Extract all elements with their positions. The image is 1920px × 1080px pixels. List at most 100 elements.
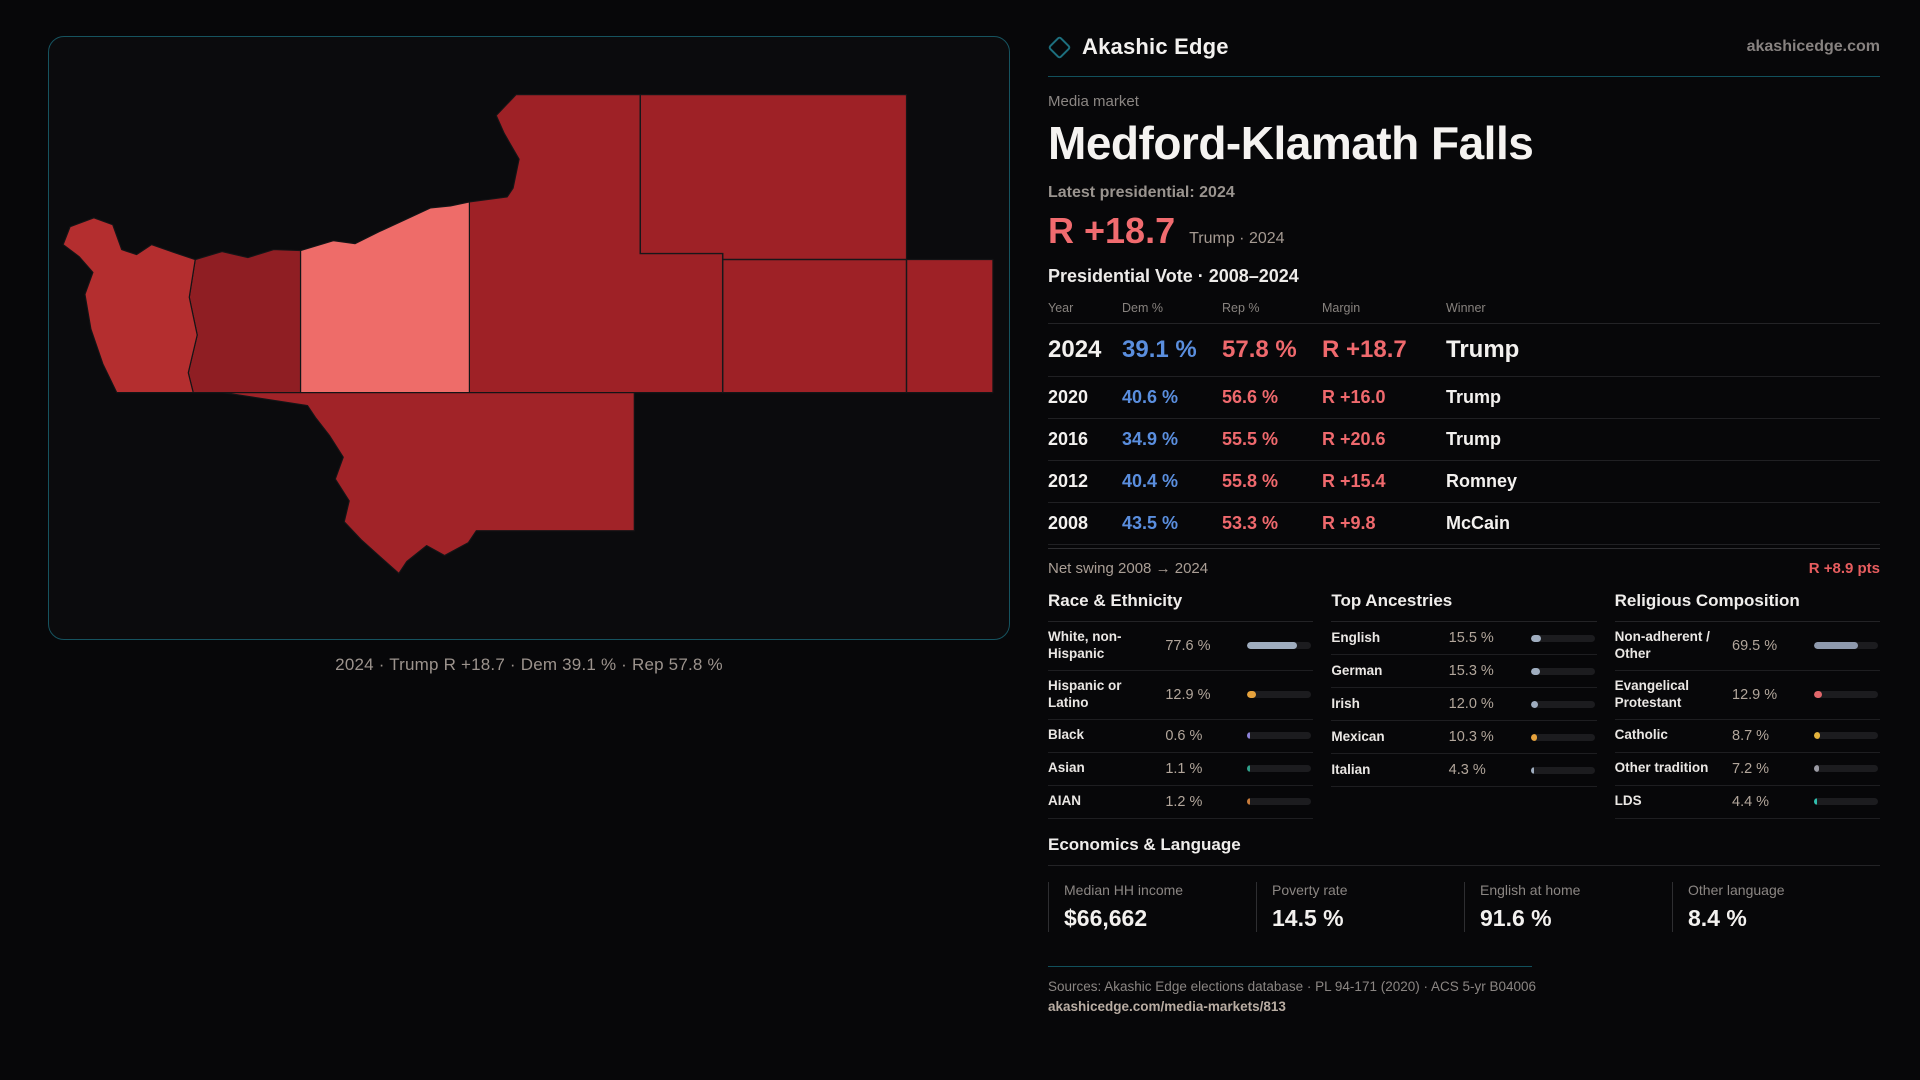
stat-bar-fill: [1247, 642, 1297, 650]
cell-year: 2008: [1048, 513, 1089, 533]
cell-margin: R +15.4: [1322, 471, 1386, 491]
cell-dem-pct: 40.4 %: [1122, 471, 1179, 491]
demographics-section: Race & Ethnicity White, non-Hispanic 77.6…: [1048, 591, 1880, 819]
stat-bar: [1530, 667, 1595, 675]
top-ancestries-column: Top Ancestries English 15.5 % German 15.3 %…: [1331, 591, 1597, 819]
demographic-label: White, non-Hispanic: [1048, 629, 1122, 661]
stat-bar: [1814, 765, 1878, 772]
stat-label: Poverty rate: [1272, 881, 1348, 898]
col-header-winner: Winner: [1446, 301, 1486, 315]
footer-divider: [1048, 965, 1532, 967]
stat-bar-fill: [1814, 732, 1820, 739]
demographic-label: LDS: [1614, 793, 1642, 809]
demographic-value: 4.3 %: [1448, 762, 1486, 778]
stat-value: $66,662: [1064, 904, 1148, 931]
demographic-label: Irish: [1331, 695, 1360, 711]
stat-bar: [1530, 700, 1595, 708]
demographic-row: Evangelical Protestant 12.9 %: [1614, 671, 1880, 720]
county-shape-coastal[interactable]: [62, 217, 198, 394]
table-row: 2008 43.5 % 53.3 % R +9.8 McCain: [1048, 503, 1880, 545]
map-caption: 2024 · Trump R +18.7 · Dem 39.1 % · Rep …: [335, 655, 723, 674]
economics-title: Economics & Language: [1048, 835, 1880, 866]
cell-year: 2016: [1048, 429, 1089, 449]
permalink[interactable]: akashicedge.com/media-markets/813: [1048, 998, 1286, 1014]
cell-rep-pct: 53.3 %: [1222, 513, 1279, 533]
table-title: Presidential Vote · 2008–2024: [1048, 266, 1299, 286]
stat-label: English at home: [1480, 881, 1581, 898]
cell-year: 2024: [1048, 336, 1102, 363]
stat-value: 8.4 %: [1688, 904, 1747, 931]
table-row: 2012 40.4 % 55.8 % R +15.4 Romney: [1048, 461, 1880, 503]
county-shape-south[interactable]: [222, 392, 635, 575]
demographic-value: 1.1 %: [1165, 760, 1203, 777]
demographic-row: German 15.3 %: [1331, 655, 1597, 688]
stat-bar: [1814, 798, 1878, 805]
col-header-year: Year: [1048, 301, 1074, 315]
county-borders: [639, 94, 908, 393]
demographic-value: 4.4 %: [1732, 793, 1770, 810]
stat-bar-fill: [1814, 765, 1819, 772]
headline-margin-value: R +18.7: [1048, 210, 1176, 251]
headline-margin-context: Trump · 2024: [1189, 230, 1285, 247]
stat-bar: [1247, 642, 1312, 650]
demographic-value: 10.3 %: [1448, 729, 1494, 745]
demographic-value: 12.0 %: [1448, 696, 1494, 712]
stat-bar-fill: [1247, 798, 1251, 805]
stat-bar-fill: [1814, 691, 1823, 699]
stat-bar: [1530, 634, 1595, 642]
demographic-row: LDS 4.4 %: [1614, 786, 1880, 819]
demographic-label: Other tradition: [1614, 760, 1709, 776]
county-shape-north[interactable]: [468, 94, 994, 394]
stat-bar: [1814, 642, 1878, 650]
page-title: Medford-Klamath Falls: [1048, 117, 1534, 169]
county-shape-west-inner[interactable]: [187, 248, 302, 394]
demographic-label: Evangelical Protestant: [1614, 677, 1689, 710]
stat-bar: [1247, 732, 1312, 739]
demographic-label: Catholic: [1614, 727, 1668, 743]
demographic-row: Mexican 10.3 %: [1331, 721, 1597, 754]
col-header-rep: Rep %: [1222, 301, 1260, 315]
stat-bar-fill: [1814, 798, 1817, 805]
demographic-label: Asian: [1048, 760, 1085, 776]
demographic-label: AIAN: [1048, 793, 1081, 809]
latest-presidential-label: Latest presidential: 2024: [1048, 184, 1235, 201]
demographic-value: 12.9 %: [1165, 686, 1211, 703]
stat-label: Other language: [1688, 881, 1785, 898]
stat-bar-fill: [1247, 732, 1251, 739]
demographic-label: German: [1331, 662, 1383, 678]
demographic-value: 12.9 %: [1732, 686, 1778, 703]
report-footer: Sources: Akashic Edge elections database…: [1048, 965, 1880, 1014]
demographic-value: 77.6 %: [1165, 637, 1211, 654]
cell-winner: Trump: [1446, 387, 1502, 407]
demographic-value: 69.5 %: [1732, 637, 1778, 654]
stat-value: 14.5 %: [1272, 904, 1344, 931]
cell-winner: Trump: [1446, 429, 1502, 449]
col-header-dem: Dem %: [1122, 301, 1163, 315]
stat-bar: [1814, 691, 1878, 699]
market-report: Akashic Edge akashicedge.com Media marke…: [1047, 34, 1880, 1014]
demographic-label: Mexican: [1331, 728, 1385, 744]
cell-margin: R +16.0: [1322, 387, 1386, 407]
economic-stat: Median HH income $66,662: [1048, 881, 1256, 932]
brand-diamond-icon: [1047, 34, 1072, 60]
demographic-value: 15.5 %: [1448, 630, 1494, 646]
stat-bar: [1530, 733, 1595, 741]
race-ethnicity-title: Race & Ethnicity: [1048, 591, 1314, 622]
demographic-row: English 15.5 %: [1331, 622, 1597, 655]
cell-rep-pct: 55.8 %: [1222, 471, 1279, 491]
stat-value: 91.6 %: [1480, 904, 1552, 931]
stat-bar-fill: [1530, 766, 1534, 774]
stat-bar: [1247, 798, 1312, 805]
cell-margin: R +9.8: [1322, 513, 1376, 533]
brand-site-link[interactable]: akashicedge.com: [1746, 38, 1880, 55]
stat-bar-fill: [1530, 700, 1539, 708]
brand-name: Akashic Edge: [1082, 34, 1229, 59]
county-shape-medford[interactable]: [299, 201, 470, 394]
demographic-row: Catholic 8.7 %: [1614, 720, 1880, 753]
cell-dem-pct: 34.9 %: [1122, 429, 1179, 449]
headline-margin: R +18.7 Trump · 2024: [1048, 210, 1880, 252]
cell-winner: Romney: [1446, 471, 1518, 491]
cell-dem-pct: 43.5 %: [1122, 513, 1179, 533]
cell-margin: R +18.7: [1322, 336, 1407, 363]
cell-rep-pct: 57.8 %: [1222, 336, 1297, 363]
